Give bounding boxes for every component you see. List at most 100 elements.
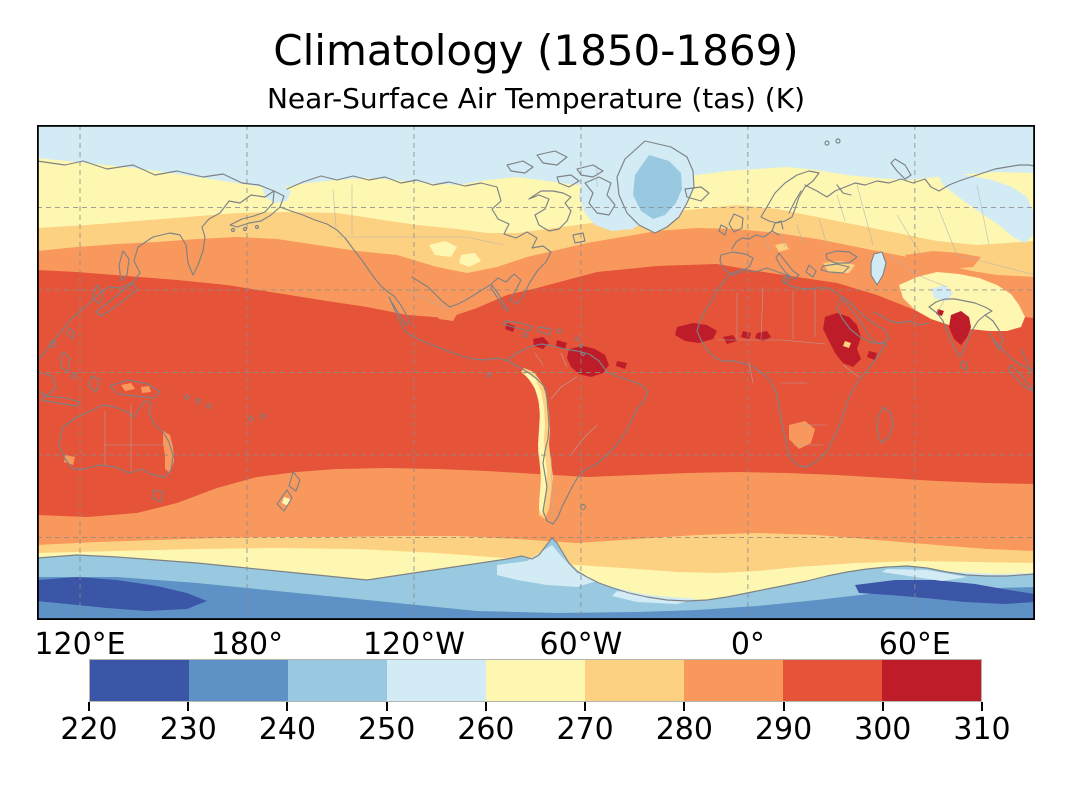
africa [696,267,887,468]
colorbar-segment-270-280 [585,660,684,701]
finland-russia-coast [804,182,866,198]
colorbar-segment-220-230 [90,660,189,701]
greece [805,264,817,278]
cuba [502,320,534,332]
philippines [59,351,71,373]
anatolia-cool-patch [823,261,855,273]
svalbard-1 [824,140,830,146]
north-america-west-coast [279,206,508,362]
hot-patch-niger [741,331,751,339]
border-lines [104,165,1035,518]
colorbar-tick-280 [683,702,686,711]
kamchatka-coast [169,226,206,276]
hot-patch-sahel-mid [723,335,737,344]
aleutian-2 [242,226,248,232]
italy [775,252,800,280]
australia-se-highlands-patch [163,431,174,473]
taiwan-island [66,327,76,340]
hot-patch-venezuela [556,340,567,349]
new-guinea [109,379,161,399]
colorbar-tick-260 [484,702,487,711]
gridlines [37,125,1035,620]
colorbar-segment-290-300 [783,660,882,701]
arctic-island-2 [536,150,568,166]
china-coast [37,299,94,362]
gulf-of-bothnia [788,190,802,214]
hot-patch-chad [755,331,771,341]
antarctica-coldest-east [855,580,1035,604]
antarctica-coastline [37,537,1035,602]
hot-patch-guyanas-amazon [567,346,609,377]
colorbar-tick-290 [782,702,785,711]
colorbar-label-220: 220 [60,712,118,747]
iceland [684,186,710,202]
chukotka-coast [201,190,275,228]
colorbar-label-300: 300 [854,712,912,747]
country-borders [104,165,1035,518]
colorbar-segment-230-240 [189,660,288,701]
colorbar-tick-230 [187,702,190,711]
x-tick-label-1: 180° [210,627,284,662]
alps-cool-patch [775,243,789,252]
colorbar-tick-250 [385,702,388,711]
australia [58,400,174,478]
new-guinea-highlands-patch [121,383,135,391]
denmark [771,220,784,232]
greenland [616,140,695,234]
fiji-1 [248,416,254,422]
colorbar-label-250: 250 [358,712,416,747]
colorbar-labels: 220 230 240 250 260 270 280 290 300 310 [60,712,1010,750]
newfoundland [572,232,586,244]
hot-patch-south-arabia [836,327,849,339]
hispaniola [536,326,552,336]
greenland-ice-interior [633,155,682,219]
ethiopian-highlands-spot [843,341,851,348]
antarctica-cold-band [37,577,1035,620]
persian-gulf [872,311,891,322]
colorbar-tick-270 [584,702,587,711]
borneo [37,371,57,397]
tasmania [151,489,164,503]
nz-south-island [276,489,293,512]
tibetan-plateau-cold-patch [899,272,1025,331]
solomon-1 [184,394,190,400]
baffin-island [584,176,616,216]
kara-sea-cold-patch [937,173,1033,243]
x-tick-label-2: 120°W [362,627,465,662]
solomon-2 [195,398,201,404]
colorbar-label-310: 310 [953,712,1011,747]
mindanao [70,372,78,380]
arctic-island-1 [506,160,534,174]
florida [490,284,509,312]
map-frame [37,125,1035,620]
arctic-island-4 [556,174,580,188]
hot-patch-somalia [867,351,877,360]
india [928,298,993,358]
vanuatu [206,403,212,409]
hainan-island [49,340,57,348]
britain [728,213,744,233]
page-title: Climatology (1850-1869) [273,26,799,75]
galapagos [486,372,492,378]
x-tick-label-5: 60°E [878,627,951,662]
sri-lanka [960,360,968,371]
east-coast-mild-patch [882,569,967,581]
colorbar-segment-240-250 [288,660,387,701]
sumatra [1007,364,1034,392]
x-tick-label-4: 0° [730,627,765,662]
ireland [718,224,728,236]
colorbar-label-290: 290 [754,712,813,747]
black-sea [825,250,858,264]
sulawesi [87,375,101,393]
peninsula-mild-patch [497,545,597,587]
colorbar [89,659,982,702]
hot-patch-sudan-ethiopia [823,313,861,367]
arctic-island-3 [576,164,604,178]
sicily [782,276,790,284]
x-tick-label-3: 60°W [539,627,623,662]
svalbard-2 [835,138,841,144]
aleutian-1 [230,227,236,233]
new-guinea-highlands-patch-2 [141,386,151,393]
andes-cool-stripe-inner [525,372,547,515]
